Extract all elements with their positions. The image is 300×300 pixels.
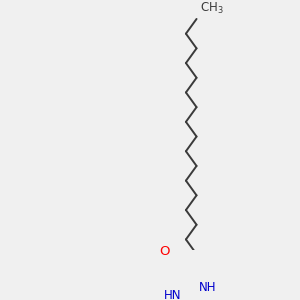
Text: CH$_3$: CH$_3$ [200, 1, 224, 16]
Text: NH: NH [199, 281, 217, 294]
Text: O: O [159, 245, 169, 258]
Text: HN: HN [164, 289, 182, 300]
